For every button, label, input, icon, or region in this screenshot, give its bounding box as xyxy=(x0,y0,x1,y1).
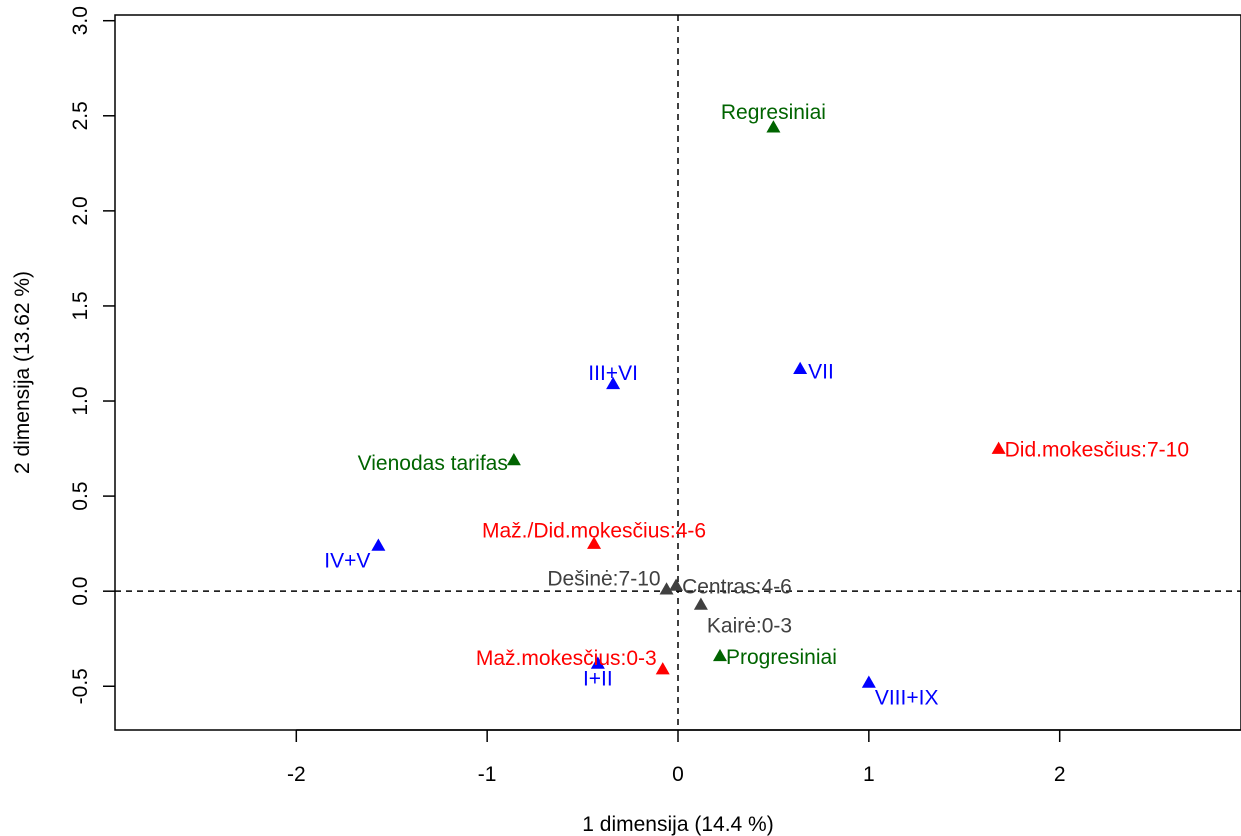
data-point-label: IV+V xyxy=(324,550,370,573)
data-point-label: I+II xyxy=(583,667,613,690)
data-point-label: III+VI xyxy=(588,362,638,385)
x-axis: -2-10123 xyxy=(287,729,1241,786)
data-points xyxy=(371,120,1006,688)
data-point-marker xyxy=(659,582,674,595)
x-tick-label: -2 xyxy=(287,763,306,786)
y-tick-label: -0.5 xyxy=(69,668,92,704)
y-tick-label: 1.5 xyxy=(69,291,92,320)
data-point-label: VIII+IX xyxy=(875,686,939,709)
data-point-label: Vienodas tarifas xyxy=(358,452,508,475)
y-axis: -0.5 0.0 0.5 1.0 1.5 2.0 2.5 3.0 xyxy=(69,6,115,704)
data-point-marker xyxy=(587,536,602,549)
data-point-label: Did.mokesčius:7-10 xyxy=(1005,439,1189,462)
data-point-marker xyxy=(371,538,386,551)
data-point-label: Centras:4-6 xyxy=(682,575,792,598)
data-point-marker xyxy=(693,597,708,610)
data-point-marker xyxy=(506,452,521,466)
reference-lines xyxy=(115,15,1241,730)
data-point-marker xyxy=(766,120,781,133)
data-point-marker xyxy=(861,675,876,688)
data-point-marker xyxy=(669,578,684,591)
data-point-marker xyxy=(606,376,621,390)
x-tick-label: 1 xyxy=(863,763,875,786)
y-axis-title: 2 dimensija (13.62 %) xyxy=(11,271,34,474)
data-point-label: Kairė:0-3 xyxy=(707,614,792,637)
y-tick-label: 1.0 xyxy=(69,386,92,415)
data-point-marker xyxy=(655,662,670,675)
y-tick-label: 2.5 xyxy=(69,101,92,130)
x-tick-label: -1 xyxy=(478,763,497,786)
data-point-label: Dešinė:7-10 xyxy=(547,567,660,590)
data-point-marker xyxy=(793,361,808,374)
data-point-label: Maž./Did.mokesčius:4-6 xyxy=(482,520,706,543)
data-point-label: Regresiniai xyxy=(721,101,826,124)
x-axis-title: 1 dimensija (14.4 %) xyxy=(582,813,773,836)
data-point-label: VII xyxy=(808,361,834,384)
data-point-marker xyxy=(991,441,1006,454)
x-tick-label: 2 xyxy=(1054,763,1066,786)
data-point-marker xyxy=(712,648,727,662)
x-tick-label: 0 xyxy=(672,763,684,786)
y-tick-label: 0.0 xyxy=(69,577,92,606)
y-tick-label: 2.0 xyxy=(69,196,92,225)
data-point-label: Maž.mokesčius:0-3 xyxy=(476,647,657,670)
data-point-marker xyxy=(590,656,605,669)
y-tick-label: 0.5 xyxy=(69,482,92,511)
data-point-label: Progresiniai xyxy=(726,646,837,669)
point-labels: III+VI VII IV+V I+II VIII+IX Did.mokesčius:7-… xyxy=(324,101,1189,709)
y-tick-label: 3.0 xyxy=(69,6,92,35)
